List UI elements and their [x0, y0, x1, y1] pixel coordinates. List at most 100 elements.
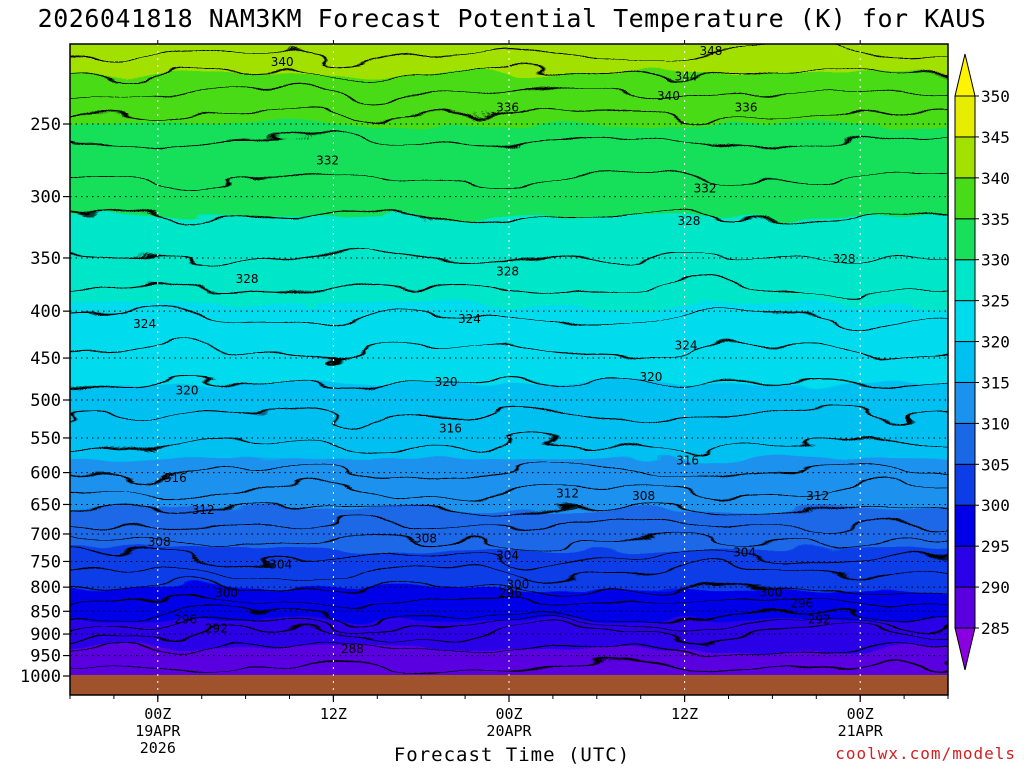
- contour-label: 348: [699, 44, 722, 58]
- grid-lines: [70, 44, 948, 695]
- contour-344: [60, 26, 956, 43]
- contour-label: 316: [439, 421, 462, 435]
- contour-label: 328: [236, 272, 259, 286]
- contour-label: 308: [632, 489, 655, 503]
- contour-label: 292: [205, 622, 228, 636]
- colorbar-box-320: [954, 300, 976, 343]
- colorbar-label: 335: [981, 210, 1010, 229]
- contour-288: [70, 659, 948, 673]
- y-tick-label: 900: [30, 625, 61, 645]
- contour-label: 344: [675, 70, 698, 84]
- x-tick-date: 21APR: [838, 722, 884, 740]
- contour-336: [70, 106, 948, 122]
- contour-332: [70, 168, 948, 189]
- site-credit: coolwx.com/models: [835, 744, 1016, 763]
- contour-label: 312: [806, 489, 829, 503]
- contour-label: 336: [496, 101, 519, 115]
- contour-label: 328: [496, 264, 519, 278]
- contour-302: [70, 562, 948, 583]
- contour-292: [70, 624, 948, 644]
- x-tick-label: 00Z: [144, 705, 171, 723]
- contour-label: 320: [435, 375, 458, 389]
- colorbar-label: 285: [981, 619, 1010, 638]
- colorbar-label: 305: [981, 455, 1010, 474]
- contour-label: 308: [148, 535, 171, 549]
- contour-328: [70, 250, 948, 265]
- chart-title: 2026041818 NAM3KM Forecast Potential Tem…: [37, 4, 987, 33]
- y-tick-label: 750: [30, 552, 61, 572]
- contour-312: [70, 481, 948, 501]
- contour-306: [70, 533, 948, 550]
- contour-label: 312: [192, 503, 215, 517]
- y-tick-label: 1000: [20, 667, 61, 687]
- contour-label: 328: [678, 214, 701, 228]
- contour-label: 316: [676, 453, 699, 467]
- colorbar-label: 295: [981, 537, 1010, 556]
- contour-label: 324: [458, 312, 481, 326]
- contour-label: 320: [176, 383, 199, 397]
- contour-300: [70, 581, 948, 593]
- y-tick-label: 550: [30, 429, 61, 449]
- contour-label: 296: [790, 597, 813, 611]
- contour-label: 332: [694, 182, 717, 196]
- colorbar-label: 315: [981, 373, 1010, 392]
- contour-330: [70, 211, 948, 224]
- contour-label: 296: [174, 613, 197, 627]
- y-tick-label: 300: [30, 188, 61, 208]
- colorbar-bottom-triangle: [954, 627, 976, 671]
- contour-label: 304: [496, 549, 519, 563]
- contour-label: 296: [499, 586, 522, 600]
- contour-label: 340: [271, 55, 294, 69]
- colorbar-box-340: [954, 136, 976, 179]
- contour-label: 336: [735, 101, 758, 115]
- y-tick-label: 850: [30, 602, 61, 622]
- y-tick-label: 500: [30, 391, 61, 411]
- x-tick-date: 20APR: [486, 722, 532, 740]
- contour-label: 316: [164, 471, 187, 485]
- colorbar-label: 340: [981, 169, 1010, 188]
- x-tick-year: 2026: [140, 739, 176, 757]
- contour-label: 324: [675, 338, 698, 352]
- y-axis: 250 300 350 400 450 500 550 600 650 700 750 800 850 9…: [20, 115, 70, 687]
- y-tick-label: 650: [30, 495, 61, 515]
- contour-334: [70, 133, 948, 152]
- contour-304: [70, 548, 948, 567]
- contour-label: 324: [133, 317, 156, 331]
- contour-326: [70, 280, 948, 297]
- contour-320: [70, 377, 948, 390]
- contour-label: 300: [759, 586, 782, 600]
- colorbar-box-345: [954, 95, 976, 138]
- y-tick-label: 700: [30, 525, 61, 545]
- x-axis-title: Forecast Time (UTC): [393, 744, 631, 766]
- x-tick-label: 12Z: [671, 705, 698, 723]
- colorbar: 285 290 295 300 305 310 315 320 325 330 335 340 345 3…: [954, 53, 1010, 671]
- ground-surface: [70, 675, 948, 695]
- y-tick-label: 600: [30, 464, 61, 484]
- contour-label: 328: [833, 252, 856, 266]
- colorbar-label: 290: [981, 578, 1010, 597]
- y-tick-label: 950: [30, 647, 61, 667]
- contour-label: 300: [215, 586, 238, 600]
- contour-label: 300: [506, 578, 529, 592]
- y-tick-label: 450: [30, 349, 61, 369]
- colorbar-label: 350: [981, 87, 1010, 106]
- contour-340: [70, 67, 948, 80]
- contour-310: [70, 502, 948, 515]
- y-tick-label: 350: [30, 249, 61, 269]
- contour-324: [70, 310, 948, 328]
- colorbar-label: 345: [981, 128, 1010, 147]
- contour-296: [70, 607, 948, 624]
- contour-label: 304: [269, 558, 292, 572]
- contour-label: 340: [657, 89, 680, 103]
- colorbar-box-335: [954, 177, 976, 220]
- y-tick-label: 400: [30, 302, 61, 322]
- colorbar-top-triangle: [954, 53, 976, 97]
- contour-318: [70, 408, 948, 423]
- contour-322: [70, 340, 948, 360]
- contour-338: [70, 86, 948, 101]
- x-tick-date: 19APR: [135, 722, 181, 740]
- x-tick-label: 00Z: [495, 705, 522, 723]
